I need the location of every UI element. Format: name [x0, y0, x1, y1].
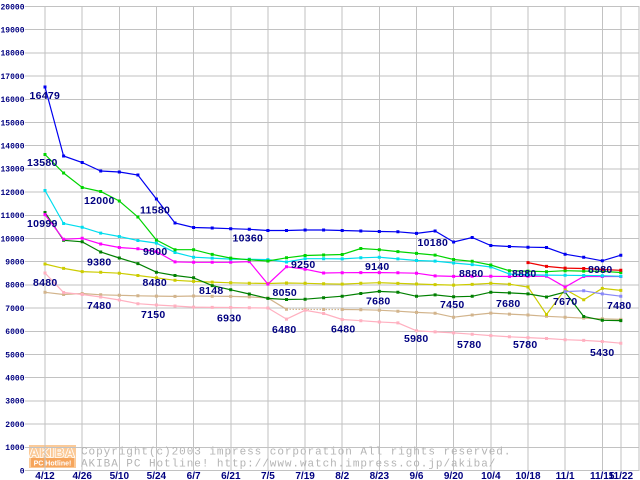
svg-text:10999: 10999 — [27, 218, 58, 230]
svg-text:10360: 10360 — [233, 233, 264, 245]
svg-text:8980: 8980 — [588, 264, 613, 276]
svg-text:7670: 7670 — [553, 296, 578, 308]
svg-text:6480: 6480 — [272, 324, 297, 336]
svg-text:12000: 12000 — [84, 195, 115, 207]
svg-text:13580: 13580 — [27, 157, 58, 169]
svg-text:5/24: 5/24 — [147, 471, 167, 480]
svg-text:15000: 15000 — [0, 119, 24, 128]
svg-text:0: 0 — [20, 467, 25, 476]
svg-text:5980: 5980 — [404, 333, 429, 345]
svg-text:5780: 5780 — [457, 339, 482, 351]
svg-text:9380: 9380 — [87, 257, 112, 269]
svg-text:Copyright(c)2003 impress corpo: Copyright(c)2003 impress corporation All… — [81, 447, 511, 459]
svg-text:PC Hotline!: PC Hotline! — [34, 461, 72, 468]
svg-text:9250: 9250 — [291, 259, 316, 271]
svg-text:11/1: 11/1 — [556, 471, 575, 480]
svg-text:8/23: 8/23 — [370, 471, 390, 480]
svg-text:5000: 5000 — [5, 351, 24, 360]
svg-text:20000: 20000 — [0, 3, 24, 12]
svg-text:8000: 8000 — [5, 282, 24, 291]
svg-text:10180: 10180 — [418, 237, 449, 249]
svg-text:9/20: 9/20 — [444, 471, 464, 480]
svg-text:6930: 6930 — [217, 313, 242, 325]
svg-text:10/4: 10/4 — [481, 471, 501, 480]
svg-text:8480: 8480 — [33, 277, 58, 289]
svg-text:8480: 8480 — [143, 277, 168, 289]
svg-text:7480: 7480 — [87, 300, 112, 312]
svg-text:6/21: 6/21 — [221, 471, 241, 480]
svg-text:18000: 18000 — [0, 50, 24, 59]
svg-text:12000: 12000 — [0, 189, 24, 198]
svg-text:7480: 7480 — [607, 300, 632, 312]
svg-text:5430: 5430 — [590, 347, 615, 359]
svg-text:11580: 11580 — [140, 205, 170, 217]
svg-text:13000: 13000 — [0, 166, 24, 175]
svg-text:9800: 9800 — [143, 246, 168, 258]
svg-text:11/22: 11/22 — [609, 471, 634, 480]
svg-text:10000: 10000 — [0, 235, 24, 244]
svg-text:4/12: 4/12 — [35, 471, 55, 480]
svg-text:4/26: 4/26 — [72, 471, 92, 480]
svg-text:AKIBA: AKIBA — [29, 445, 75, 460]
svg-text:6/7: 6/7 — [187, 471, 201, 480]
svg-text:8880: 8880 — [459, 268, 484, 280]
svg-text:AKIBA PC Hotline! http://www.: AKIBA PC Hotline! http://www.watch.impre… — [81, 459, 496, 471]
svg-text:6000: 6000 — [5, 328, 24, 337]
svg-text:16479: 16479 — [30, 90, 61, 102]
svg-text:4000: 4000 — [5, 375, 24, 384]
svg-text:9/6: 9/6 — [410, 471, 424, 480]
svg-text:7/19: 7/19 — [295, 471, 315, 480]
svg-text:7000: 7000 — [5, 305, 24, 314]
svg-text:9140: 9140 — [365, 261, 390, 273]
svg-text:7150: 7150 — [141, 309, 166, 321]
svg-text:5780: 5780 — [513, 339, 538, 351]
svg-text:10/18: 10/18 — [515, 471, 540, 480]
svg-text:8880: 8880 — [512, 268, 537, 280]
svg-text:16000: 16000 — [0, 96, 24, 105]
svg-text:17000: 17000 — [0, 73, 24, 82]
svg-text:1000: 1000 — [5, 444, 24, 453]
svg-text:3000: 3000 — [5, 398, 24, 407]
svg-text:2000: 2000 — [5, 421, 24, 430]
svg-text:7680: 7680 — [366, 296, 391, 308]
svg-text:9000: 9000 — [5, 259, 24, 268]
svg-text:8050: 8050 — [273, 287, 298, 299]
svg-text:7/5: 7/5 — [261, 471, 275, 480]
svg-text:5/10: 5/10 — [110, 471, 130, 480]
svg-text:7680: 7680 — [496, 298, 521, 310]
svg-text:11/15: 11/15 — [590, 471, 615, 480]
svg-text:6480: 6480 — [331, 324, 356, 336]
svg-text:19000: 19000 — [0, 27, 24, 36]
svg-text:11000: 11000 — [0, 212, 24, 221]
svg-text:7450: 7450 — [440, 299, 465, 311]
svg-text:8148: 8148 — [199, 285, 224, 297]
svg-text:14000: 14000 — [0, 143, 24, 152]
svg-text:8/2: 8/2 — [335, 471, 349, 480]
